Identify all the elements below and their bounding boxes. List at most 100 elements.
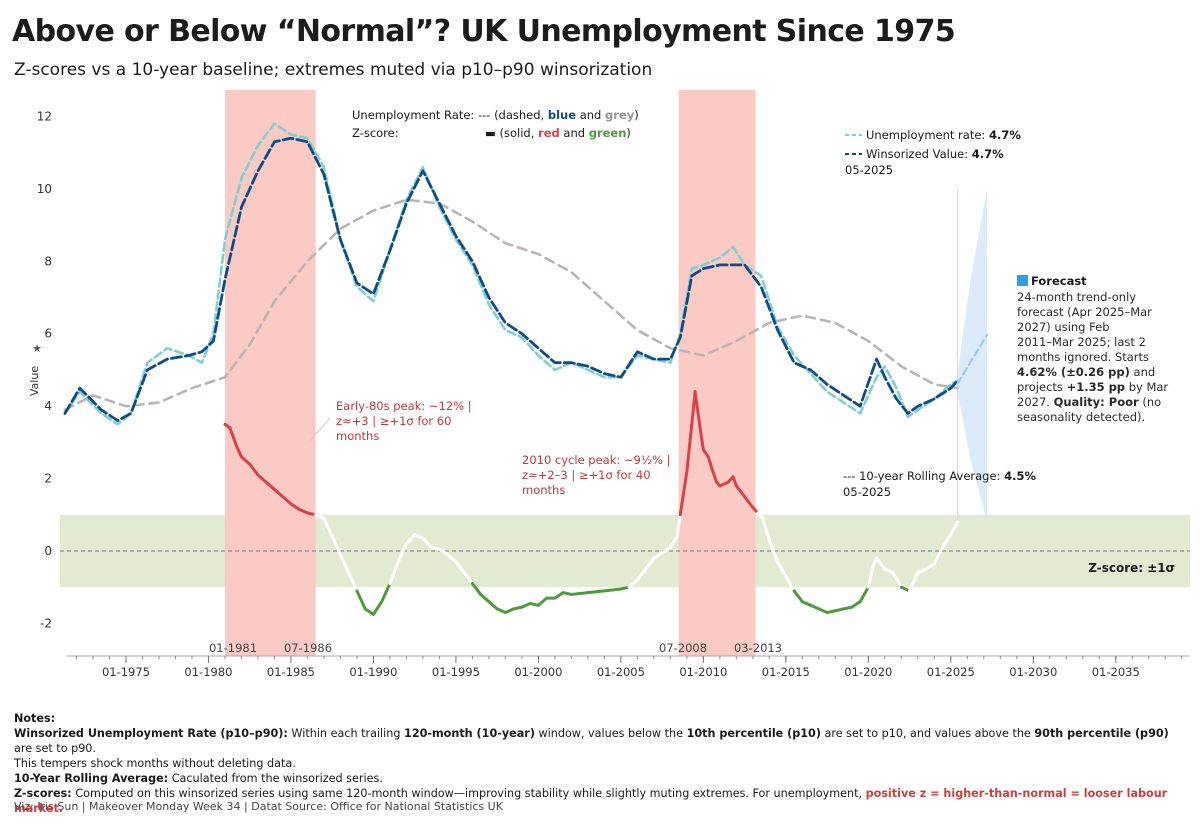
forecast-heading: Forecast [1031, 274, 1087, 288]
zscore-segment [322, 516, 334, 539]
note-zscores-highlight: positive z = higher-than-normal = looser… [14, 787, 1168, 815]
zscore-segment [462, 571, 474, 586]
series-winsorized-value [63, 136, 959, 422]
zscore-segment [850, 600, 862, 609]
peak-1980s-annotation: Early-80s peak: ~12% | z≈+3 | ≥+1σ for 6… [309, 399, 472, 443]
zscore-segment [380, 582, 392, 604]
pin-icon: ★ [32, 342, 42, 355]
zscore-segment [875, 556, 887, 571]
period-2-start-label: 07-2008 [659, 641, 707, 655]
shaded-period-1 [224, 90, 316, 656]
zscore-segment [454, 560, 466, 575]
zscore-segment [678, 469, 689, 517]
period-1-start-label: 01-1981 [209, 641, 257, 655]
zscore-segment [660, 545, 672, 555]
legend-grey: grey [605, 108, 635, 122]
zscore-segment [932, 545, 945, 566]
forecast-line-2: forecast (Apr 2025–Mar [1017, 305, 1152, 319]
legend-unemp-dash: --- [478, 108, 490, 122]
zscore-segment [228, 426, 239, 448]
zscore-segment [314, 513, 326, 520]
zscore-segment [668, 535, 679, 549]
zscore-segment [635, 567, 648, 582]
zscore-segment [479, 592, 491, 604]
zscore-segment [553, 591, 565, 600]
zscore-segment [866, 563, 875, 589]
legend-zscore-label: Z-score: [352, 126, 399, 140]
zscore-segment [734, 484, 747, 499]
page-title: Above or Below “Normal”? UK Unemployment… [12, 14, 956, 49]
zscore-segment [289, 502, 301, 511]
legend-unemp-label: Unemployment Rate: [352, 108, 474, 122]
zscore-segment [586, 589, 606, 595]
zscore-segment [248, 462, 260, 477]
zscore-segment [437, 547, 450, 557]
zscore-segment [495, 607, 507, 615]
note-winsorized: Winsorized Unemployment Rate (p10–p90): … [14, 726, 1189, 756]
period-1-end-label: 07-1986 [284, 641, 332, 655]
y-tick-label: 0 [44, 544, 52, 558]
zscore-segment [710, 466, 719, 484]
forecast-start-value: 4.62% (±0.26 pp) [1017, 365, 1130, 379]
peak-2010-line-1: 2010 cycle peak: ~9½% | [522, 453, 670, 467]
svg-text:Unemployment rate: 4.7%: Unemployment rate: 4.7% [866, 128, 1021, 142]
note-winsorized-t1: Within each trailing [287, 727, 405, 740]
x-tick-label: 01-2000 [514, 665, 562, 679]
forecast-line-8-start: 2027. [1017, 395, 1054, 409]
svg-text:projects +1.35 pp by Mar: projects +1.35 pp by Mar [1017, 380, 1168, 394]
zscore-segment [281, 495, 293, 506]
forecast-line-7-start: projects [1017, 380, 1067, 394]
legend-zscore-dash: ▬ [485, 126, 496, 140]
series-zscore [223, 390, 959, 616]
rolling-avg-label: --- 10-year Rolling Average: [843, 469, 1000, 483]
zscore-segment [644, 556, 656, 571]
legend-green: green [589, 126, 627, 140]
zscore-segment [792, 589, 804, 604]
credit: Viz: Iris Sun | Makeover Monday Week 34 … [14, 800, 503, 813]
y-tick-label: 4 [44, 399, 52, 413]
x-tick-label: 01-1975 [102, 665, 150, 679]
zscore-segment [627, 578, 639, 589]
zscore-segment [891, 571, 903, 589]
y-tick-label: -2 [40, 616, 52, 630]
forecast-line-5: months ignored. Starts [1017, 350, 1149, 364]
zscore-segment [256, 473, 268, 484]
zscore-segment [272, 487, 285, 499]
svg-text:4.62% (±0.26 pp) and: 4.62% (±0.26 pp) and [1017, 365, 1155, 379]
forecast-line-9: seasonality detected). [1017, 410, 1145, 424]
forecast-note: Forecast 24-month trend-only forecast (A… [1017, 274, 1168, 424]
forecast-line-8-rest: (no [1139, 395, 1161, 409]
note-rolling-text: Caculated from the winsorized series. [168, 772, 383, 785]
chart: -2 0 2 4 6 8 10 12 01-1975 01-1980 01-1985 01-1990 0… [28, 90, 1190, 679]
zscore-segment [503, 607, 516, 615]
legend-zscore-close: ) [626, 126, 631, 140]
zscore-segment [784, 574, 796, 593]
x-tick-label: 01-2025 [927, 665, 975, 679]
zscore-segment [396, 542, 408, 564]
shaded-period-2 [678, 90, 756, 656]
forecast-swatch [1017, 275, 1028, 286]
x-tick-label: 01-2010 [679, 665, 727, 679]
zscore-segment [347, 571, 359, 593]
forecast-band [957, 188, 988, 522]
peak-2010-annotation: 2010 cycle peak: ~9½% | z≈+2–3 | ≥+1σ fo… [522, 453, 670, 497]
note-winsorized-b2: 10th percentile (p10) [686, 727, 821, 740]
right-legend: Unemployment rate: 4.7% Winsorized Value… [843, 128, 1036, 499]
notes-heading: Notes: [14, 712, 56, 725]
rolling-avg-date: 05-2025 [843, 485, 891, 499]
legend-date: 05-2025 [845, 163, 893, 177]
x-tick-label: 01-1985 [267, 665, 315, 679]
peak-1980s-line-3: months [336, 429, 379, 443]
zscore-segment [602, 587, 623, 593]
zscore-segment [718, 480, 730, 488]
y-tick-label: 8 [44, 254, 52, 268]
zscore-segment [883, 567, 895, 575]
zscore-segment [899, 585, 912, 593]
forecast-quality: Quality: Poor [1054, 395, 1139, 409]
zscore-segment [421, 536, 433, 549]
zscore-segment [685, 422, 694, 473]
note-winsorized-t4: are set to p90. [14, 742, 96, 755]
forecast-line-3: 2027) using Feb [1017, 320, 1110, 334]
period-2-end-label: 03-2013 [734, 641, 782, 655]
zscore-segment [767, 538, 780, 564]
